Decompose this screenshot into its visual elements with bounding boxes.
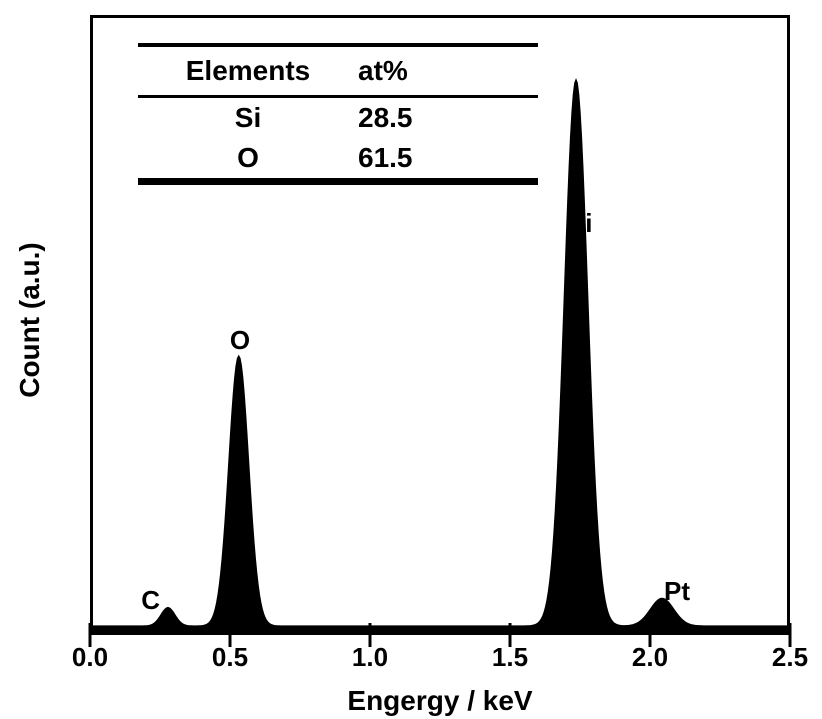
table-header-elements: Elements	[138, 55, 358, 87]
x-tick-minor	[201, 629, 203, 635]
x-tick-minor	[453, 629, 455, 635]
y-axis-label: Count (a.u.)	[14, 242, 46, 398]
table-row: O 61.5	[138, 138, 538, 178]
x-tick-minor	[341, 629, 343, 635]
table-row: Si 28.5	[138, 98, 538, 138]
x-tick-minor	[313, 629, 315, 635]
x-tick-minor	[397, 629, 399, 635]
cell-value-o: 61.5	[358, 142, 538, 174]
x-tick-minor	[761, 629, 763, 635]
x-tick-label: 1.5	[492, 642, 528, 673]
x-tick-minor	[425, 629, 427, 635]
x-tick-label: 0.5	[212, 642, 248, 673]
peak-label-c: C	[141, 585, 160, 616]
x-tick-minor	[285, 629, 287, 635]
cell-value-si: 28.5	[358, 102, 538, 134]
x-tick-minor	[621, 629, 623, 635]
x-tick-major-inner	[789, 623, 792, 635]
x-tick-minor	[117, 629, 119, 635]
x-tick-major-inner	[229, 623, 232, 635]
x-tick-label: 0.0	[72, 642, 108, 673]
x-tick-minor	[705, 629, 707, 635]
x-tick-minor	[173, 629, 175, 635]
x-tick-minor	[257, 629, 259, 635]
table-header-row: Elements at%	[138, 43, 538, 98]
table-header-atpct: at%	[358, 55, 538, 87]
x-tick-label: 1.0	[352, 642, 388, 673]
x-tick-major-inner	[509, 623, 512, 635]
x-tick-minor	[733, 629, 735, 635]
x-axis-label: Engergy / keV	[347, 685, 532, 717]
peak-label-o: O	[230, 325, 250, 356]
x-tick-major-inner	[369, 623, 372, 635]
x-tick-minor	[565, 629, 567, 635]
x-tick-minor	[677, 629, 679, 635]
plot-frame: Elements at% Si 28.5 O 61.5 C O Si Pt	[90, 15, 790, 635]
cell-element-o: O	[138, 142, 358, 174]
x-tick-label: 2.0	[632, 642, 668, 673]
peak-label-si: Si	[568, 208, 593, 239]
x-tick-minor	[537, 629, 539, 635]
x-tick-minor	[593, 629, 595, 635]
x-tick-major-inner	[89, 623, 92, 635]
table-footer-rule	[138, 178, 538, 185]
x-tick-major-inner	[649, 623, 652, 635]
x-tick-label: 2.5	[772, 642, 808, 673]
peak-label-pt: Pt	[664, 576, 690, 607]
x-tick-minor	[145, 629, 147, 635]
cell-element-si: Si	[138, 102, 358, 134]
composition-table: Elements at% Si 28.5 O 61.5	[138, 43, 538, 185]
x-tick-minor	[481, 629, 483, 635]
